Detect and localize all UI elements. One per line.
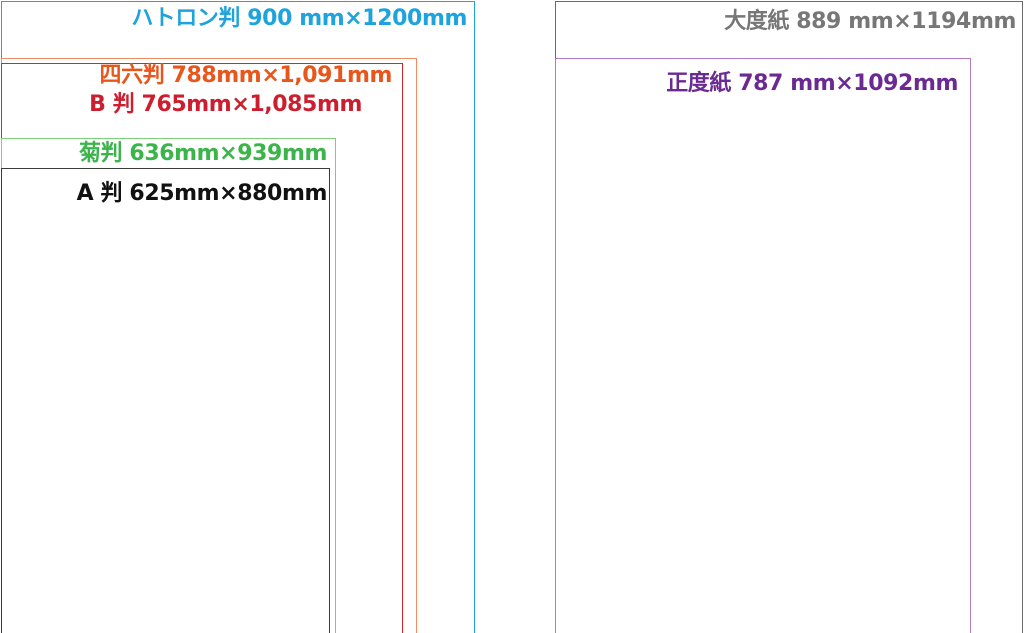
- seidoshi-paper-outline: [555, 58, 971, 633]
- daidoshi-size-label: 大度紙 889 mm×1194mm: [724, 9, 1016, 34]
- a-size-paper-outline: [1, 168, 330, 633]
- kiku-size-label: 菊判 636mm×939mm: [78, 141, 327, 166]
- a-size-label: A 判 625mm×880mm: [76, 181, 328, 206]
- b-size-label: B 判 765mm×1,085mm: [89, 92, 362, 117]
- seidoshi-size-label: 正度紙 787 mm×1092mm: [666, 71, 958, 96]
- hatoron-size-label: ハトロン判 900 mm×1200mm: [131, 6, 467, 31]
- shiroku-size-label: 四六判 788mm×1,091mm: [99, 63, 393, 88]
